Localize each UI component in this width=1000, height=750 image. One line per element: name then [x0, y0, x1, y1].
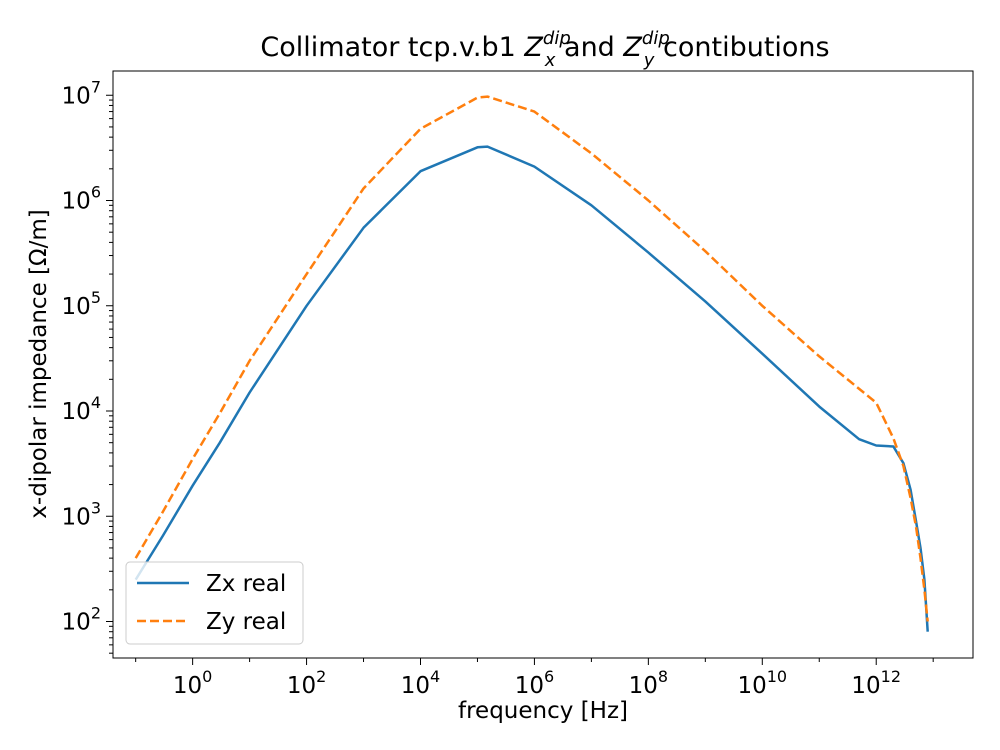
y-tick-label: 104: [62, 393, 101, 425]
x-tick-label: 108: [629, 667, 668, 699]
title-sup-y: dip: [642, 28, 670, 49]
y-axis-label: x-dipolar impedance [Ω/m]: [26, 209, 52, 518]
title-symbol-y: Z: [622, 32, 642, 63]
series-layer: [134, 95, 929, 632]
x-axis-ticks: 100 102 104 106 108 1010 1012: [135, 658, 934, 699]
plot-area: 100 102 104 106 108 1010 1012 1021031041051061…: [62, 70, 974, 699]
y-tick-label: 102: [62, 604, 101, 636]
series-line-1: [134, 95, 929, 622]
x-axis-label: frequency [Hz]: [458, 698, 628, 724]
chart-title: Collimator tcp.v.b1 Zdip x and Zdip y cont…: [260, 28, 829, 71]
y-tick-label: 103: [62, 498, 101, 530]
title-sub-x: x: [544, 50, 556, 71]
y-tick-label: 106: [62, 183, 101, 215]
x-tick-label: 100: [173, 667, 212, 699]
x-tick-label: 1010: [737, 667, 787, 699]
legend: Zx real Zy real: [125, 561, 304, 645]
title-suffix: contibutions: [654, 32, 829, 63]
plot-frame: [112, 70, 974, 659]
y-tick-label: 105: [62, 288, 101, 320]
y-tick-label: 107: [62, 77, 101, 109]
legend-label-zy: Zy real: [206, 609, 286, 635]
series-line-0: [134, 145, 929, 632]
x-tick-label: 104: [401, 667, 440, 699]
x-tick-label: 102: [287, 667, 326, 699]
x-tick-label: 1012: [851, 667, 901, 699]
title-sub-y: y: [643, 50, 655, 71]
x-tick-label: 106: [515, 667, 554, 699]
title-sup-x: dip: [543, 28, 571, 49]
title-symbol-x: Z: [523, 32, 543, 63]
title-middle: and: [555, 32, 623, 63]
title-prefix: Collimator tcp.v.b1: [260, 32, 524, 63]
legend-label-zx: Zx real: [206, 571, 286, 597]
y-axis-ticks: 102 103 104 105 106 107: [62, 77, 113, 654]
